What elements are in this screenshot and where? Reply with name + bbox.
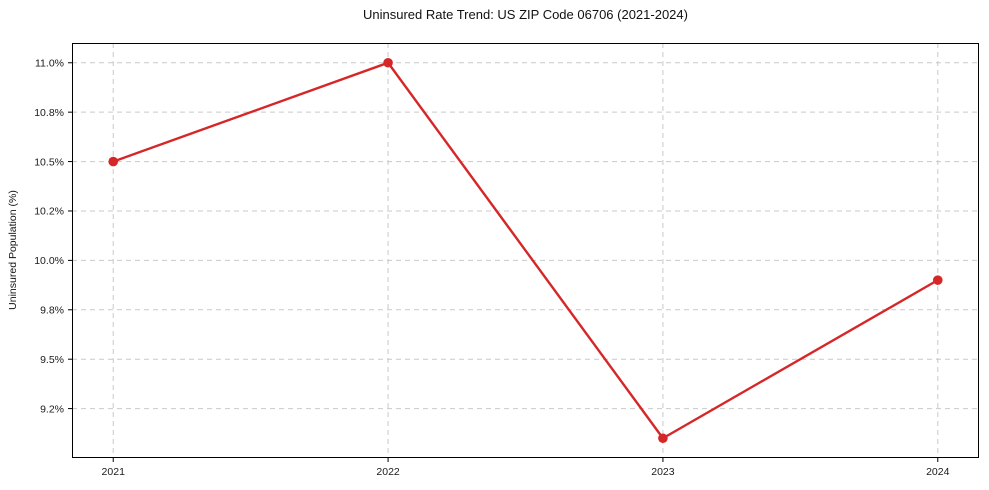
- y-tick-label: 10.0%: [34, 255, 64, 267]
- y-tick-label: 11.0%: [35, 57, 64, 69]
- y-tick-label: 9.5%: [40, 354, 64, 366]
- y-tick-label: 10.5%: [34, 156, 64, 168]
- y-tick-label: 9.2%: [40, 403, 64, 415]
- x-tick-label: 2022: [376, 466, 400, 478]
- data-point-2022: [383, 57, 393, 68]
- chart-title: Uninsured Rate Trend: US ZIP Code 06706 …: [363, 7, 688, 22]
- x-tick-label: 2021: [102, 466, 126, 478]
- data-point-2023: [658, 433, 668, 444]
- x-tick-label: 2023: [651, 466, 675, 478]
- y-tick-label: 10.8%: [34, 107, 64, 119]
- y-tick-label: 9.8%: [40, 304, 64, 316]
- y-tick-label: 10.2%: [34, 206, 64, 218]
- x-tick-label: 2024: [926, 466, 950, 478]
- plot-border: [72, 43, 979, 458]
- data-point-2024: [932, 275, 943, 285]
- data-point-2021: [108, 156, 119, 167]
- trend-line: [112, 61, 939, 440]
